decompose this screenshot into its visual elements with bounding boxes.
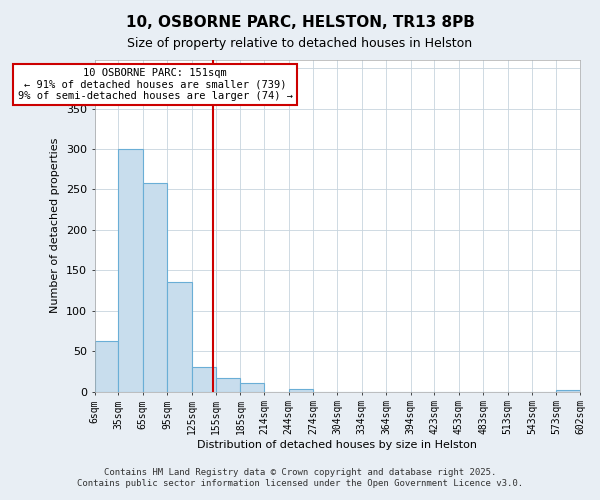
Bar <box>556 390 580 392</box>
Bar <box>216 378 241 392</box>
Text: Size of property relative to detached houses in Helston: Size of property relative to detached ho… <box>127 38 473 51</box>
Bar <box>241 382 264 392</box>
Text: Contains HM Land Registry data © Crown copyright and database right 2025.
Contai: Contains HM Land Registry data © Crown c… <box>77 468 523 487</box>
Bar <box>95 340 118 392</box>
Bar <box>289 389 313 392</box>
Y-axis label: Number of detached properties: Number of detached properties <box>50 138 61 314</box>
Bar <box>143 183 167 392</box>
Text: 10 OSBORNE PARC: 151sqm
← 91% of detached houses are smaller (739)
9% of semi-de: 10 OSBORNE PARC: 151sqm ← 91% of detache… <box>17 68 293 102</box>
X-axis label: Distribution of detached houses by size in Helston: Distribution of detached houses by size … <box>197 440 478 450</box>
Bar <box>167 282 191 392</box>
Text: 10, OSBORNE PARC, HELSTON, TR13 8PB: 10, OSBORNE PARC, HELSTON, TR13 8PB <box>125 15 475 30</box>
Bar <box>118 149 143 392</box>
Bar <box>191 368 216 392</box>
